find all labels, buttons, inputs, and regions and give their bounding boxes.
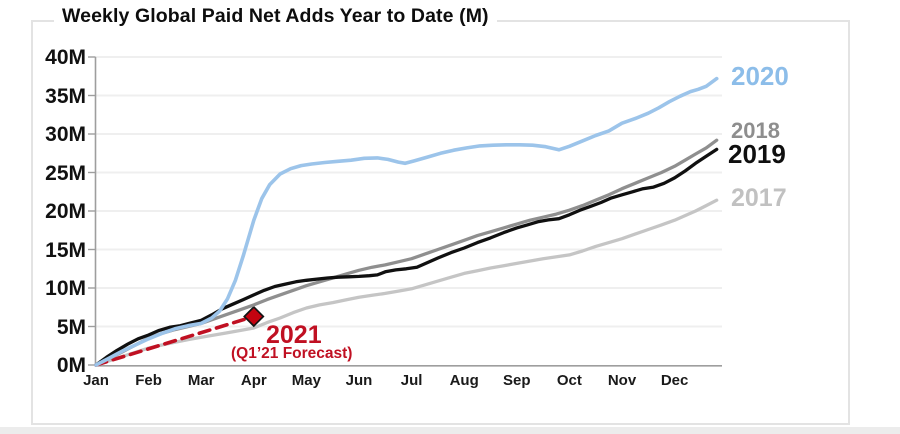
series-line-2021 bbox=[94, 314, 256, 367]
chart-title: Weekly Global Paid Net Adds Year to Date… bbox=[54, 5, 497, 28]
screenshot-bottom-edge bbox=[0, 427, 900, 434]
y-axis-tick-label-5M: 5M bbox=[56, 315, 86, 339]
y-axis-tick-label-15M: 15M bbox=[45, 238, 86, 262]
y-axis-tick-label-30M: 30M bbox=[45, 123, 86, 146]
y-axis-tick-label-10M: 10M bbox=[45, 277, 86, 300]
y-axis-tick-label-25M: 25M bbox=[45, 161, 86, 185]
chart-frame bbox=[31, 20, 850, 425]
x-axis-tick-label-Feb: Feb bbox=[135, 372, 162, 389]
x-axis-tick-label-Mar: Mar bbox=[187, 372, 215, 389]
forecast-label: 2021 bbox=[266, 321, 322, 349]
x-axis-tick-label-Jun: Jun bbox=[345, 372, 373, 389]
x-axis-tick-label-May: May bbox=[291, 372, 321, 389]
series-line-2017 bbox=[94, 198, 719, 367]
x-axis-tick-label-Nov: Nov bbox=[607, 372, 637, 389]
x-axis-tick-label-Jan: Jan bbox=[83, 372, 109, 389]
x-axis-tick-label-Aug: Aug bbox=[449, 372, 479, 389]
series-label-2017: 2017 bbox=[731, 184, 787, 212]
y-axis-tick-label-35M: 35M bbox=[45, 84, 86, 108]
y-axis-tick-label-20M: 20M bbox=[45, 200, 86, 223]
series-line-2019 bbox=[94, 147, 719, 367]
series-line-2018 bbox=[94, 138, 719, 367]
forecast-diamond-marker bbox=[243, 305, 265, 328]
x-axis-tick-label-Sep: Sep bbox=[503, 372, 531, 389]
series-label-2018: 2018 bbox=[731, 118, 780, 143]
x-axis-tick-label-Oct: Oct bbox=[556, 372, 582, 389]
series-label-2019: 2019 bbox=[728, 139, 786, 169]
series-line-2020 bbox=[94, 76, 719, 367]
forecast-sublabel: (Q1’21 Forecast) bbox=[231, 345, 353, 362]
x-axis-tick-label-Apr: Apr bbox=[240, 372, 267, 389]
x-axis-tick-label-Jul: Jul bbox=[400, 372, 423, 389]
y-axis-tick-label-40M: 40M bbox=[45, 46, 86, 69]
y-axis-tick-label-0M: 0M bbox=[56, 354, 86, 377]
x-axis-tick-label-Dec: Dec bbox=[660, 372, 689, 389]
series-label-2020: 2020 bbox=[731, 61, 789, 91]
